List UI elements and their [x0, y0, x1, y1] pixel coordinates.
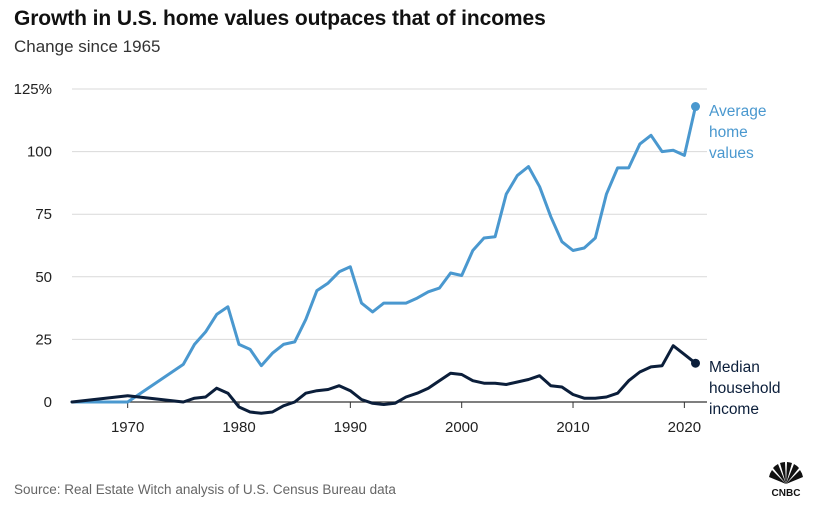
household-income-label-line: household — [709, 380, 781, 397]
household-income-label: Median household income — [709, 357, 819, 420]
y-tick-label: 25 — [35, 331, 52, 348]
home-values-label-line: values — [709, 145, 754, 162]
cnbc-logo-text: CNBC — [772, 488, 801, 498]
x-tick-label: 1980 — [222, 419, 255, 436]
x-tick-label: 2000 — [445, 419, 478, 436]
y-tick-label: 75 — [35, 206, 52, 223]
home-values-label: Average home values — [709, 101, 819, 164]
y-tick-label: 50 — [35, 269, 52, 286]
household-income-label-line: income — [709, 401, 759, 418]
chart-subtitle: Change since 1965 — [14, 37, 161, 56]
y-tick-label: 0 — [44, 394, 52, 411]
source-note: Source: Real Estate Witch analysis of U.… — [14, 482, 396, 497]
chart-title: Growth in U.S. home values outpaces that… — [14, 7, 546, 30]
x-tick-label: 1970 — [111, 419, 144, 436]
x-tick-label: 2010 — [556, 419, 589, 436]
household-income-label-line: Median — [709, 359, 760, 376]
home-values-label-line: Average — [709, 103, 767, 120]
home-values-end-marker — [691, 102, 700, 112]
x-tick-label: 2020 — [668, 419, 701, 436]
household-income-line — [70, 344, 697, 415]
y-tick-label: 125% — [14, 81, 52, 98]
home-values-line — [70, 105, 697, 404]
household-income-end-marker — [691, 358, 700, 368]
y-tick-label: 100 — [27, 144, 52, 161]
home-values-label-line: home — [709, 124, 748, 141]
cnbc-logo-icon: CNBC — [769, 462, 803, 498]
x-tick-label: 1990 — [334, 419, 367, 436]
